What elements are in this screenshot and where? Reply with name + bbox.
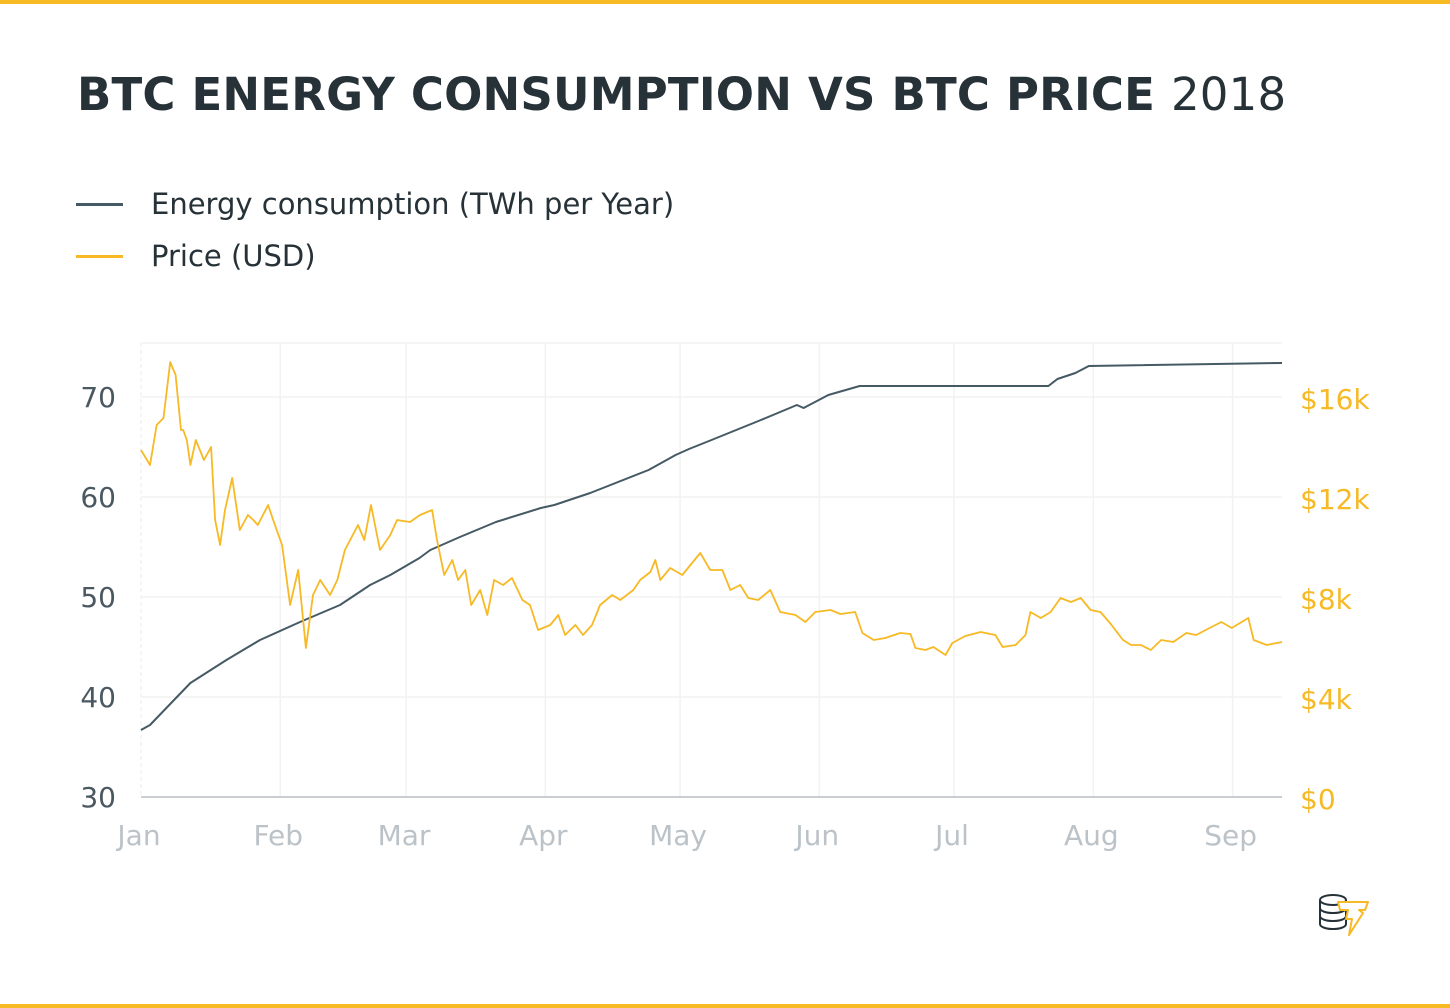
legend: Energy consumption (TWh per Year) Price … <box>76 178 674 282</box>
x-tick-label: Jan <box>115 819 160 852</box>
legend-item-price: Price (USD) <box>76 230 674 282</box>
y2-tick-label: $4k <box>1300 683 1353 716</box>
y-tick-label: 50 <box>80 581 116 614</box>
x-tick-label: Apr <box>519 819 568 852</box>
y-tick-label: 60 <box>80 481 116 514</box>
x-tick-label: Mar <box>378 819 431 852</box>
x-tick-label: Jul <box>933 819 969 852</box>
y-tick-label: 40 <box>80 681 116 714</box>
coin-stack-lightning-icon <box>1319 894 1369 936</box>
y2-tick-label: $12k <box>1300 483 1370 516</box>
legend-swatch-energy <box>76 202 123 206</box>
y2-tick-label: $8k <box>1300 583 1353 616</box>
legend-swatch-price <box>76 254 123 258</box>
chart-title: BTC ENERGY CONSUMPTION VS BTC PRICE 2018 <box>77 68 1286 121</box>
x-tick-label: Feb <box>253 819 303 852</box>
legend-item-energy: Energy consumption (TWh per Year) <box>76 178 674 230</box>
energy-series-line <box>140 362 1283 731</box>
x-tick-label: Sep <box>1204 819 1257 852</box>
chart-title-main: BTC ENERGY CONSUMPTION VS BTC PRICE <box>77 68 1156 121</box>
x-tick-label: Jun <box>793 819 839 852</box>
chart-title-year: 2018 <box>1170 68 1287 121</box>
y2-tick-label: $0 <box>1300 783 1336 816</box>
x-tick-label: Aug <box>1064 819 1119 852</box>
legend-label-price: Price (USD) <box>151 239 316 273</box>
bottom-accent-bar <box>0 1004 1450 1008</box>
y2-tick-label: $16k <box>1300 383 1370 416</box>
legend-label-energy: Energy consumption (TWh per Year) <box>151 187 675 221</box>
y-tick-label: 70 <box>80 381 116 414</box>
y-tick-label: 30 <box>80 781 116 814</box>
x-tick-label: May <box>649 819 707 852</box>
top-accent-bar <box>0 0 1450 4</box>
price-series-line <box>140 361 1283 656</box>
